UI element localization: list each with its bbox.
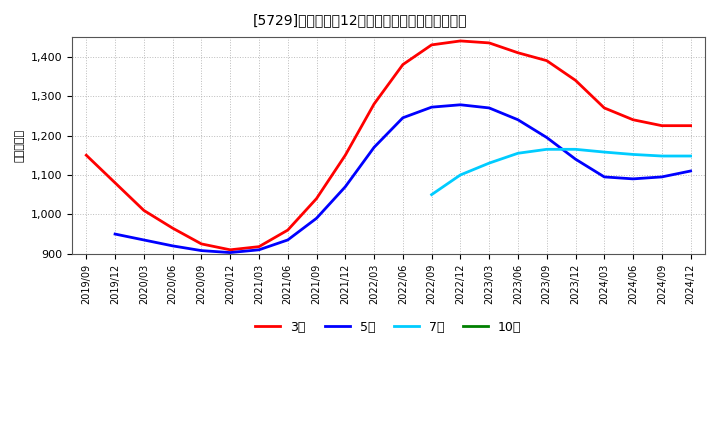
Text: [5729]　経常利益12か月移動合計の平均値の推移: [5729] 経常利益12か月移動合計の平均値の推移 — [253, 13, 467, 27]
Y-axis label: （百万円）: （百万円） — [15, 129, 25, 162]
Legend: 3年, 5年, 7年, 10年: 3年, 5年, 7年, 10年 — [251, 315, 526, 338]
